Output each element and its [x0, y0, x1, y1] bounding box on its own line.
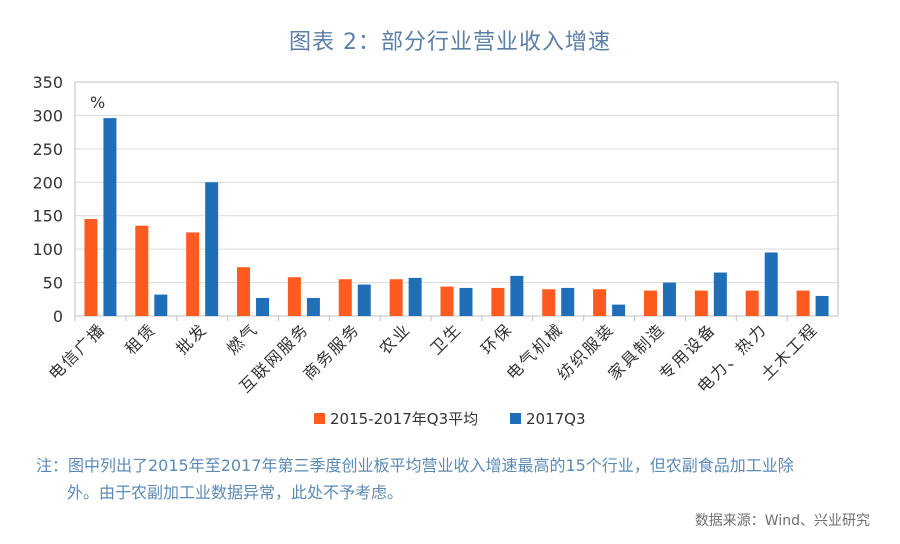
bar-avg [287, 277, 301, 316]
x-category-label: 环保 [477, 319, 516, 358]
data-source: 数据来源：Wind、兴业研究 [694, 513, 870, 529]
x-category-label: 卫生 [426, 319, 465, 358]
chart-note: 注：图中列出了2015年至2017年第三季度创业板平均营业收入增速最高的15个行… [36, 452, 876, 506]
bar-q3 [815, 295, 829, 316]
bar-q3 [713, 272, 727, 316]
bar-q3 [306, 297, 320, 316]
bar-avg [796, 290, 810, 316]
bar-avg [186, 232, 200, 316]
y-tick-label: 0 [53, 307, 63, 326]
bar-avg [745, 290, 759, 316]
y-tick-label: 150 [32, 207, 63, 226]
note-line-2: 外。由于农副加工业数据异常，此处不予考虑。 [67, 483, 404, 502]
bar-avg [135, 225, 149, 316]
y-tick-label: 100 [32, 240, 63, 259]
y-unit-label: % [90, 93, 105, 112]
bar-avg [491, 287, 505, 316]
bar-avg [84, 219, 98, 316]
bar-q3 [357, 284, 371, 316]
bar-avg [389, 279, 403, 316]
bar-q3 [205, 182, 219, 316]
x-category-label: 电信广播 [45, 319, 109, 383]
y-tick-label: 200 [32, 173, 63, 192]
bar-q3 [561, 287, 575, 316]
x-category-label: 租赁 [121, 319, 160, 358]
x-category-label: 燃气 [223, 319, 262, 358]
note-line-1: 注：图中列出了2015年至2017年第三季度创业板平均营业收入增速最高的15个行… [36, 456, 794, 475]
bar-avg [643, 290, 657, 316]
bar-q3 [103, 118, 117, 316]
x-category-label: 农业 [376, 319, 415, 358]
y-tick-label: 50 [43, 274, 63, 293]
legend-swatch-q3 [510, 413, 521, 424]
legend-swatch-avg [314, 413, 325, 424]
bar-q3 [459, 287, 473, 316]
bar-avg [694, 290, 708, 316]
chart-title: 图表 2：部分行业营业收入增速 [289, 30, 611, 55]
bar-q3 [408, 277, 422, 316]
y-tick-label: 350 [32, 73, 63, 92]
bar-q3 [662, 282, 676, 316]
bar-q3 [612, 304, 626, 316]
bar-avg [542, 289, 556, 316]
bar-q3 [154, 294, 168, 316]
x-category-label: 批发 [172, 319, 211, 358]
bar-avg [440, 286, 454, 316]
bar-q3 [510, 275, 524, 316]
bar-avg [593, 289, 607, 316]
bar-avg [338, 279, 352, 316]
plot-frame [74, 81, 839, 317]
legend-label-avg: 2015-2017年Q3平均 [330, 410, 478, 428]
bar-q3 [256, 297, 270, 316]
y-tick-label: 300 [32, 106, 63, 125]
bar-avg [237, 267, 251, 316]
y-tick-label: 250 [32, 140, 63, 159]
bar-q3 [764, 252, 778, 316]
legend-label-q3: 2017Q3 [526, 410, 586, 428]
